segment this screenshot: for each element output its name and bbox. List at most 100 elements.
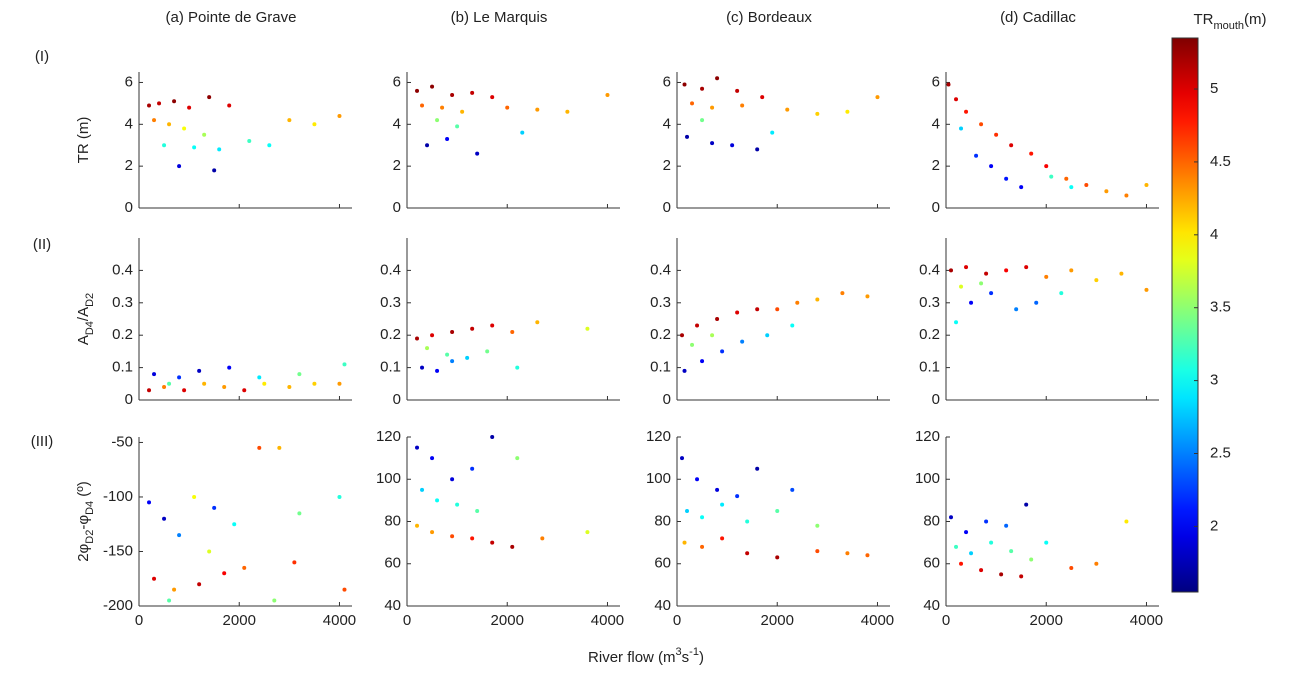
- point: [515, 365, 520, 370]
- point: [1094, 278, 1099, 283]
- point: [172, 99, 177, 104]
- panel: 40 60 80 100 120 0 2000 4000: [915, 428, 1163, 629]
- colorbar-label: TRmouth(m): [1193, 11, 1266, 32]
- y-tick-label: 0.2: [112, 326, 133, 343]
- point: [535, 320, 540, 325]
- point: [989, 291, 994, 296]
- point: [790, 323, 795, 328]
- point: [720, 502, 725, 507]
- panel: 0 2 4 6 (a) Pointe de Grave (I) TR (m): [35, 9, 352, 216]
- y-tick-label: 6: [125, 73, 133, 90]
- point: [969, 551, 974, 556]
- point: [845, 551, 850, 556]
- point: [795, 300, 800, 305]
- row-label: (III): [31, 433, 54, 450]
- x-axis-label-part: 3: [676, 646, 682, 658]
- point: [510, 544, 515, 549]
- point: [815, 549, 820, 554]
- y-tick-label: -200: [103, 597, 133, 614]
- y-tick-label: 0.4: [112, 261, 133, 278]
- point: [815, 523, 820, 528]
- y-tick-label: 0.2: [380, 326, 401, 343]
- point: [979, 568, 984, 573]
- y-tick-label: 0: [932, 199, 940, 216]
- point: [969, 300, 974, 305]
- point: [445, 136, 450, 141]
- point: [740, 103, 745, 108]
- x-axis-label-part: River flow (m: [588, 649, 676, 666]
- point: [685, 508, 690, 513]
- y-tick-label: 2: [393, 157, 401, 174]
- point: [257, 445, 262, 450]
- point: [1024, 265, 1029, 270]
- point: [287, 385, 292, 390]
- point: [1069, 185, 1074, 190]
- point: [946, 82, 951, 87]
- y-axis-label-part: 2φ: [75, 543, 92, 561]
- point: [1084, 182, 1089, 187]
- point: [415, 445, 420, 450]
- y-tick-label: -150: [103, 542, 133, 559]
- point: [337, 381, 342, 386]
- point: [157, 101, 162, 106]
- point: [682, 368, 687, 373]
- point: [415, 88, 420, 93]
- panel: 0 0.1 0.2 0.3 0.4: [650, 238, 890, 408]
- point: [700, 86, 705, 91]
- y-tick-label: 0.3: [380, 294, 401, 311]
- point: [162, 385, 167, 390]
- point: [1014, 307, 1019, 312]
- colorbar-label-part: mouth: [1213, 20, 1244, 32]
- point: [227, 365, 232, 370]
- point: [147, 388, 152, 393]
- point: [760, 95, 765, 100]
- point: [152, 118, 157, 123]
- point: [755, 466, 760, 471]
- point: [212, 168, 217, 173]
- point: [292, 560, 297, 565]
- x-tick-label: 2000: [1030, 612, 1063, 629]
- colorbar: [1171, 37, 1199, 593]
- y-tick-label: 100: [376, 470, 401, 487]
- y-tick-label: 0: [125, 199, 133, 216]
- point: [475, 508, 480, 513]
- panel: 0 2 4 6 (d) Cadillac: [932, 9, 1159, 216]
- y-axis-label-part: D4: [84, 321, 96, 335]
- point: [765, 333, 770, 338]
- point: [979, 122, 984, 127]
- point: [470, 536, 475, 541]
- row-label: (II): [33, 236, 51, 253]
- panel: 40 60 80 100 120 0 2000 4000: [646, 428, 894, 629]
- point: [565, 109, 570, 114]
- point: [1124, 193, 1129, 198]
- point: [490, 435, 495, 439]
- point: [435, 368, 440, 373]
- point: [845, 109, 850, 114]
- point: [745, 551, 750, 556]
- point: [450, 477, 455, 482]
- point: [262, 381, 267, 386]
- point: [989, 164, 994, 169]
- y-tick-label: 0.4: [650, 261, 671, 278]
- point: [1044, 164, 1049, 169]
- point: [342, 362, 347, 367]
- point: [337, 113, 342, 118]
- point: [959, 561, 964, 566]
- y-tick-label: 2: [125, 157, 133, 174]
- y-tick-label: 0.1: [919, 359, 940, 376]
- point: [1004, 268, 1009, 273]
- point: [430, 333, 435, 338]
- point: [337, 494, 342, 499]
- point: [775, 307, 780, 312]
- point: [785, 107, 790, 112]
- y-tick-label: 0.4: [380, 261, 401, 278]
- point: [242, 565, 247, 570]
- point: [297, 511, 302, 516]
- panel: -200 -150 -100 -50 0 2000 4000 (III) 2φD2-φD4 (º…: [31, 433, 356, 629]
- y-tick-label: 0: [393, 391, 401, 408]
- x-tick-label: 4000: [323, 612, 356, 629]
- point: [147, 500, 152, 505]
- panel-title: (d) Cadillac: [1000, 9, 1076, 26]
- y-tick-label: 100: [915, 470, 940, 487]
